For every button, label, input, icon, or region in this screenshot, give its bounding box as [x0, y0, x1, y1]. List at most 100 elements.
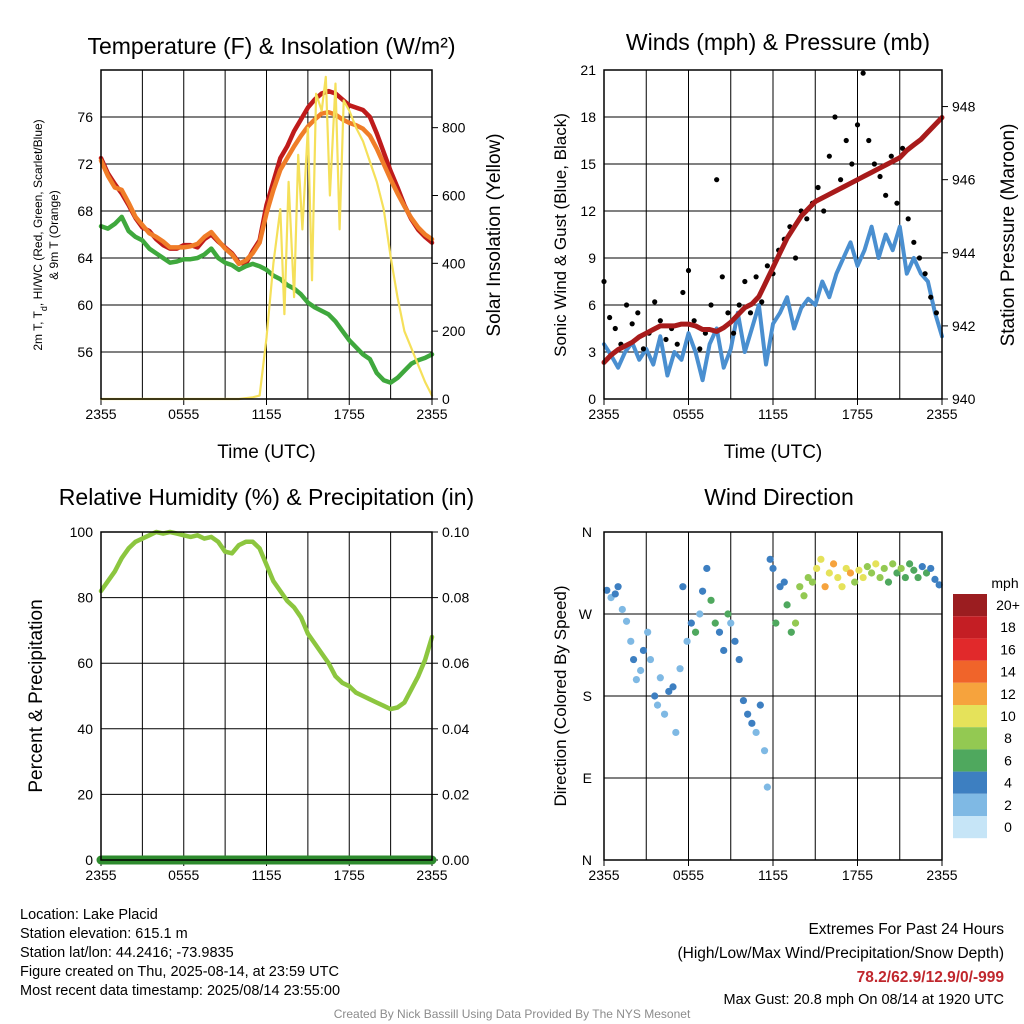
humidity-ytick-label: 0 [85, 852, 93, 868]
direction-xtick-label: 0555 [673, 867, 704, 883]
direction-point [863, 563, 871, 571]
temperature-y2tick-label: 800 [442, 120, 466, 136]
winds-ytick-label: 3 [588, 344, 596, 360]
direction-point [665, 687, 673, 696]
winds-gust-point [640, 346, 647, 352]
colorbar-label: 10 [1000, 708, 1016, 724]
colorbar-swatch [953, 749, 987, 772]
winds-gust-point [719, 274, 725, 280]
winds-ytick-label: 12 [580, 203, 596, 219]
direction-point [644, 628, 652, 636]
winds-gust-point [849, 161, 855, 167]
direction-ylabel: Direction (Colored By Speed) [551, 585, 570, 806]
winds-gust-point [815, 184, 821, 191]
humidity-xtick-label: 1755 [334, 867, 365, 883]
direction-point [846, 569, 855, 577]
temperature-xtick-label: 0555 [168, 406, 199, 422]
colorbar-label: 16 [1000, 641, 1016, 657]
winds-series-0 [602, 224, 944, 383]
humidity-y2tick-label: 0.04 [442, 721, 469, 737]
direction-point [872, 560, 880, 568]
temperature-ylabel-line2: & 9m T (Orange) [47, 190, 61, 280]
colorbar-label: 14 [1000, 664, 1016, 680]
direction-point [646, 655, 655, 664]
winds-gust-point [607, 314, 613, 321]
direction-point [660, 710, 669, 718]
direction-xtick-label: 1755 [842, 867, 873, 883]
direction-point [622, 617, 631, 625]
winds-ytick-label: 9 [588, 250, 596, 266]
winds-gust-point [742, 278, 748, 285]
direction-point [752, 728, 760, 737]
winds-gust-point [905, 216, 911, 222]
temperature-ytick-label: 64 [77, 250, 93, 266]
colorbar-swatch [953, 682, 987, 705]
winds-gust-point [680, 289, 686, 296]
direction-ytick-label: N [582, 524, 592, 540]
colorbar-label: 20+ [996, 597, 1020, 613]
humidity-xtick-label: 1155 [251, 867, 281, 883]
direction-point [804, 573, 812, 582]
colorbar-unit: mph [991, 575, 1018, 591]
direction-point [639, 646, 648, 655]
winds-gust-point [854, 122, 861, 128]
winds-gust-point [888, 153, 894, 159]
direction-point [679, 583, 687, 591]
temperature-series-1 [98, 110, 435, 267]
humidity-frame [100, 531, 433, 861]
direction-point [766, 555, 774, 563]
direction-point [735, 655, 743, 664]
direction-point [772, 619, 780, 627]
direction-point [927, 564, 935, 573]
colorbar-label: 0 [1004, 819, 1012, 835]
winds-gust-point [708, 302, 714, 308]
temperature-ytick-label: 68 [77, 203, 93, 219]
temperature-series-3 [99, 75, 434, 401]
winds-y2tick-label: 948 [952, 99, 976, 115]
colorbar-label: 8 [1004, 730, 1012, 746]
direction-point [707, 596, 715, 604]
direction-point [672, 728, 680, 737]
direction-point [918, 563, 926, 571]
colorbar-swatch [953, 705, 987, 728]
winds-xtick-label: 2355 [926, 406, 957, 422]
winds-gust-point [612, 325, 618, 332]
extremes-panel: Extremes For Past 24 Hours (High/Low/Max… [678, 918, 1005, 1010]
winds-gust-point [922, 271, 928, 277]
winds-y2label: Station Pressure (Maroon) [998, 124, 1019, 347]
direction-ytick-label: S [583, 688, 592, 704]
temperature-y2tick-label: 600 [442, 187, 466, 203]
temperature-ytick-label: 56 [77, 344, 93, 360]
direction-point [880, 564, 888, 573]
direction-point [876, 573, 884, 582]
direction-point [744, 710, 752, 718]
direction-point [817, 555, 825, 563]
direction-point [603, 586, 611, 594]
winds-ytick-label: 18 [580, 109, 596, 125]
colorbar-label: 12 [1000, 686, 1016, 702]
winds-y2tick-label: 946 [952, 172, 976, 188]
temperature-xtick-label: 1755 [334, 406, 365, 422]
winds-gust-point [866, 137, 872, 144]
direction-point [653, 701, 662, 709]
direction-point [859, 573, 867, 582]
humidity-ytick-label: 20 [77, 786, 93, 802]
station-location: Location: Lake Placid [20, 907, 158, 923]
direction-point [731, 637, 739, 645]
direction-point [614, 583, 622, 591]
temperature-y2label: Solar Insolation (Yellow) [484, 133, 505, 336]
colorbar-swatch [953, 594, 987, 617]
direction-point [656, 674, 664, 682]
direction-point [756, 701, 764, 709]
humidity-ylabel: Percent & Precipitation [26, 599, 47, 792]
direction-point [703, 564, 711, 573]
winds-gust-point [685, 267, 692, 274]
colorbar-label: 6 [1004, 752, 1012, 768]
temperature-xtick-label: 1155 [251, 406, 281, 422]
winds-gust-point [759, 299, 765, 305]
direction-point [842, 564, 850, 573]
colorbar-swatch [953, 793, 987, 816]
winds-xtick-label: 1155 [758, 406, 788, 422]
temperature-y2tick-label: 200 [442, 323, 466, 339]
winds-frame [603, 69, 943, 400]
